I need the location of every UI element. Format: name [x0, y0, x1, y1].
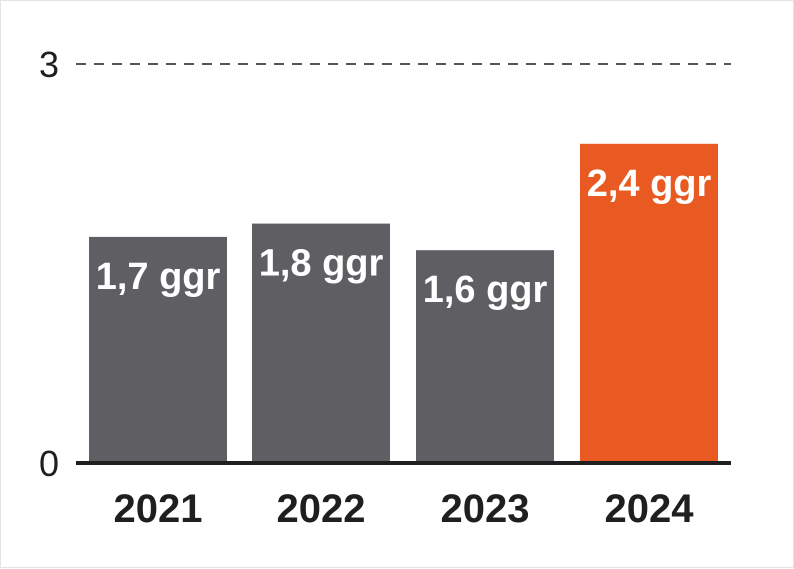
bars [89, 143, 718, 464]
x-category-label-2023: 2023 [441, 487, 530, 531]
bar-value-label-2022: 1,8 ggr [259, 243, 384, 285]
bar-value-label-2024: 2,4 ggr [587, 163, 712, 205]
bar-2022 [252, 223, 390, 463]
x-category-label-2024: 2024 [605, 487, 695, 531]
bar-value-label-2023: 1,6 ggr [423, 269, 548, 311]
y-tick-label: 0 [39, 443, 59, 484]
bar-2023 [416, 250, 554, 463]
bar-value-label-2021: 1,7 ggr [96, 256, 221, 298]
x-category-label-2022: 2022 [277, 487, 366, 531]
y-tick-label: 3 [39, 44, 59, 85]
bar-2024 [580, 143, 718, 464]
x-category-label-2021: 2021 [114, 487, 203, 531]
chart-labels: 0 3 1,7 ggr 2021 1,8 ggr 2022 1,6 ggr 2023 2,4 g… [39, 44, 712, 531]
bar-2021 [89, 236, 227, 463]
